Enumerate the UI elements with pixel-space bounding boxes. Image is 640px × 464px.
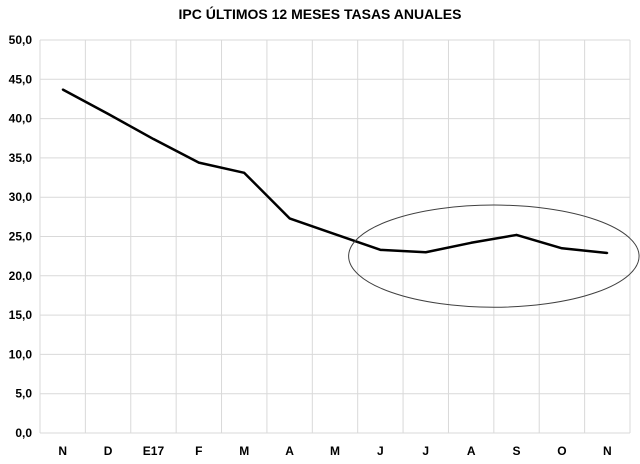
y-tick-label: 15,0: [9, 308, 33, 322]
data-point: [288, 217, 291, 220]
data-point: [61, 88, 64, 91]
x-axis-ticks: N D E17 F M A M J J A S O N: [58, 444, 611, 458]
highlight-layer: [348, 204, 640, 308]
x-tick-label: D: [104, 444, 113, 458]
grid: [39, 39, 631, 434]
data-point: [197, 161, 200, 164]
y-tick-label: 40,0: [9, 112, 33, 126]
x-tick-label: S: [513, 444, 521, 458]
y-axis-ticks: 0,0 5,0 10,0 15,0 20,0 25,0 30,0 35,0 40,0 45,0 50…: [9, 33, 33, 440]
data-point: [424, 251, 427, 254]
x-tick-label: N: [603, 444, 612, 458]
series-line: [62, 88, 608, 255]
data-point: [379, 248, 382, 251]
y-tick-label: 5,0: [15, 387, 32, 401]
y-tick-label: 0,0: [15, 426, 32, 440]
y-tick-label: 10,0: [9, 347, 33, 361]
x-tick-label: J: [422, 444, 429, 458]
y-tick-label: 25,0: [9, 230, 33, 244]
x-tick-label: F: [195, 444, 202, 458]
x-tick-label: O: [557, 444, 566, 458]
series: [61, 88, 609, 255]
data-point: [107, 112, 110, 115]
data-point: [606, 252, 609, 255]
highlight-ellipse: [348, 204, 640, 308]
x-tick-label: A: [285, 444, 294, 458]
y-tick-label: 45,0: [9, 72, 33, 86]
data-point: [560, 247, 563, 250]
data-point: [334, 233, 336, 236]
x-tick-label: E17: [143, 444, 165, 458]
chart-title: IPC ÚLTIMOS 12 MESES TASAS ANUALES: [178, 6, 462, 22]
y-tick-label: 20,0: [9, 269, 33, 283]
x-tick-label: N: [58, 444, 67, 458]
data-point: [515, 233, 518, 236]
data-point: [152, 138, 155, 141]
x-tick-label: J: [377, 444, 384, 458]
data-point: [243, 171, 246, 174]
data-point: [470, 241, 473, 244]
x-tick-label: M: [239, 444, 249, 458]
x-tick-label: M: [330, 444, 340, 458]
y-tick-label: 35,0: [9, 151, 33, 165]
x-tick-label: A: [467, 444, 476, 458]
y-tick-label: 30,0: [9, 190, 33, 204]
y-tick-label: 50,0: [9, 33, 33, 47]
